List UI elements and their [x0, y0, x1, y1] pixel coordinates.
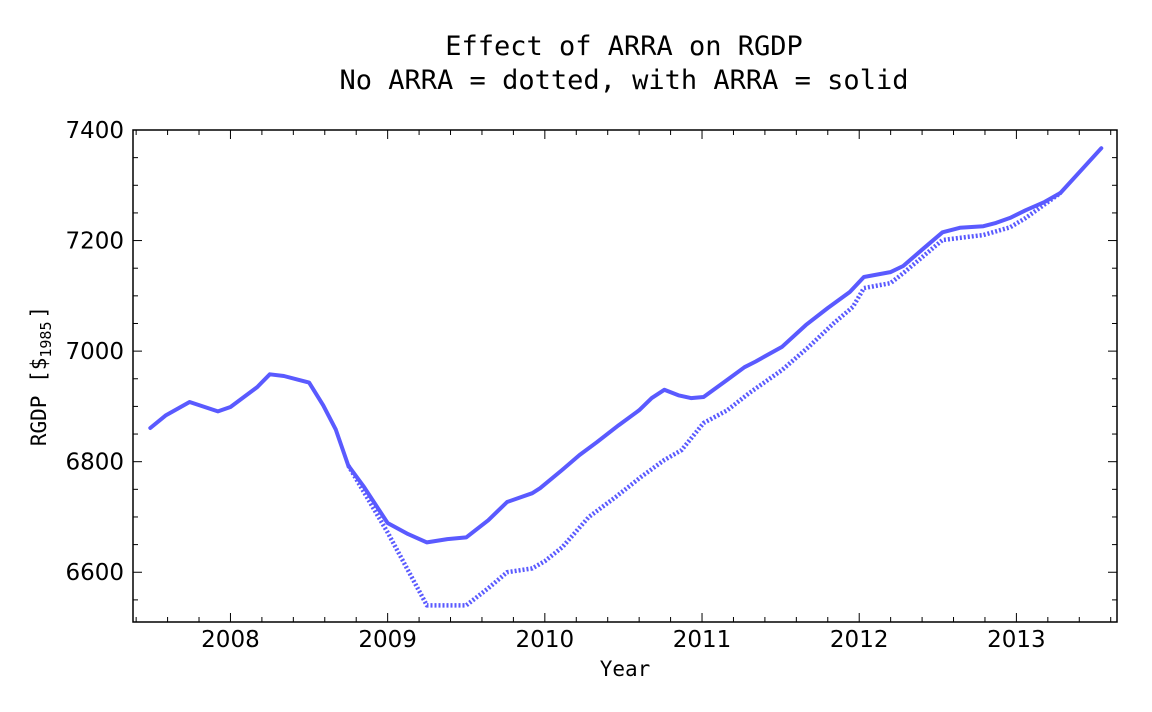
- with-arra-solid-line: [148, 146, 1104, 545]
- y-axis-label-close: ]: [27, 306, 51, 319]
- y-tick-label: 6600: [65, 560, 124, 586]
- y-tick-label: 7400: [65, 118, 124, 144]
- y-tick-label: 6800: [65, 450, 124, 476]
- chart-title: Effect of ARRA on RGDP: [445, 31, 803, 62]
- y-tick-label: 7000: [65, 339, 124, 365]
- y-axis-label-main: RGDP [$: [27, 358, 51, 447]
- x-tick-label: 2010: [516, 627, 575, 653]
- series-group: [148, 146, 1104, 608]
- no-arra-dotted-line: [346, 191, 1062, 608]
- x-axis-label: Year: [600, 657, 651, 681]
- x-tick-label: 2009: [358, 627, 417, 653]
- x-tick-labels: 2008 2009 2010 2011 2012 2013: [201, 627, 1045, 653]
- x-tick-label: 2012: [830, 627, 889, 653]
- y-axis-label: RGDP [$1985]: [27, 306, 55, 446]
- x-tick-label: 2008: [201, 627, 260, 653]
- y-tick-label: 7200: [65, 229, 124, 255]
- axis-ticks: [133, 129, 1117, 622]
- x-tick-label: 2013: [987, 627, 1046, 653]
- x-tick-label: 2011: [673, 627, 732, 653]
- y-tick-labels: 6600 6800 7000 7200 7400: [65, 118, 124, 586]
- y-axis-label-subscript: 1985: [37, 322, 55, 358]
- plot-frame: [132, 129, 1118, 623]
- chart-subtitle: No ARRA = dotted, with ARRA = solid: [340, 65, 909, 96]
